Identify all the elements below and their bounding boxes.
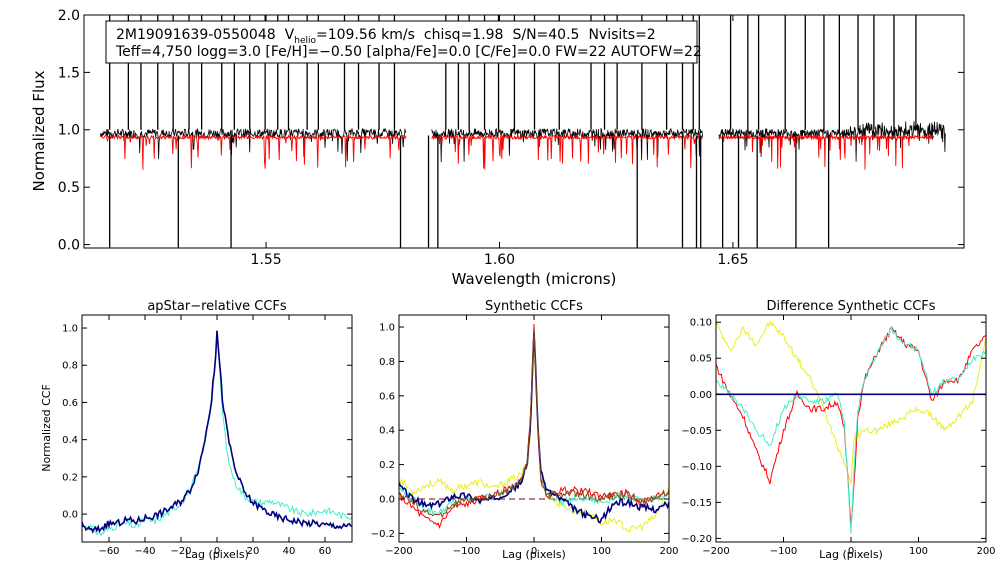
- y-tick-label: 0.10: [690, 318, 712, 329]
- y-tick-label: 0.6: [62, 398, 78, 409]
- x-tick-label: 0: [531, 546, 537, 557]
- apstar-ccf-panel: apStar−relative CCFs −60 −40 −20 0 20 40 60 0.0…: [40, 299, 353, 561]
- y-tick-label: 0.8: [379, 357, 395, 368]
- y-tick-label: 0.00: [690, 390, 712, 401]
- y-tick-label: 0.0: [379, 495, 395, 506]
- x-tick-label: −100: [453, 546, 480, 557]
- x-tick-label: 100: [592, 546, 611, 557]
- ccf-series-ccf-c: [399, 330, 669, 516]
- y-tick-label: 0.2: [62, 472, 78, 483]
- ccf-series-ccf-2: [82, 330, 352, 534]
- y-tick-label: 0.05: [690, 354, 712, 365]
- difference-ccf-ticks: −200 −100 0 100 200 −0.20 −0.15 −0.10 −0.05 0.00 0…: [681, 315, 996, 557]
- v-label: V: [285, 27, 295, 43]
- info-box: 2M19091639-0550048 Vhelio=109.56 km/s chis…: [105, 20, 702, 64]
- y-tick-label: 0.6: [379, 391, 395, 402]
- y-tick-label: 0.8: [62, 361, 78, 372]
- x-tick-label: 0: [214, 546, 220, 557]
- chisq-value: chisq=1.98: [424, 27, 504, 43]
- observed-spectrum-segment: [718, 121, 946, 162]
- difference-ccf-panel: Difference Synthetic CCFs −200 −100 0 100 20…: [681, 299, 995, 561]
- x-tick-label: 200: [976, 546, 995, 557]
- y-tick-label: 0.5: [58, 180, 80, 196]
- y-tick-label: 2.0: [58, 8, 80, 24]
- x-tick-label: −40: [134, 546, 155, 557]
- difference-ccf-title: Difference Synthetic CCFs: [766, 299, 935, 314]
- x-tick-label: 20: [247, 546, 260, 557]
- spectrum-ylabel: Normalized Flux: [30, 70, 48, 191]
- y-tick-label: 0.0: [58, 237, 80, 253]
- nvisits-value: Nvisits=2: [588, 27, 655, 43]
- ccf-series-ccf-1: [82, 333, 352, 537]
- x-tick-label: 0: [848, 546, 854, 557]
- ccf-series-diff-b: [716, 325, 986, 524]
- difference-ccf-xlabel: Lag (pixels): [819, 548, 883, 561]
- observed-spectrum-segment: [99, 127, 407, 162]
- x-tick-label: 1.60: [484, 252, 515, 268]
- y-tick-label: 0.2: [379, 460, 395, 471]
- x-tick-label: 1.55: [250, 252, 281, 268]
- spectrum-frame: [83, 14, 965, 249]
- x-tick-label: −200: [702, 546, 729, 557]
- x-tick-label: 200: [659, 546, 678, 557]
- y-tick-label: −0.2: [371, 529, 395, 540]
- snr-value: S/N=40.5: [512, 27, 579, 43]
- y-tick-label: 1.0: [379, 323, 395, 334]
- model-spectrum-segment: [718, 133, 935, 170]
- x-tick-label: 60: [319, 546, 332, 557]
- ccf-series-diff-c: [716, 325, 986, 534]
- synthetic-ccf-title: Synthetic CCFs: [485, 299, 583, 314]
- apstar-ccf-ylabel: Normalized CCF: [40, 384, 53, 472]
- y-tick-label: 0.4: [62, 435, 78, 446]
- y-tick-label: −0.05: [681, 426, 712, 437]
- spectrum-ticks: 1.55 1.60 1.65 0.0 0.5 1.0 1.5 2.0: [58, 8, 964, 268]
- apstar-ccf-plot-area: [82, 330, 352, 537]
- observed-spectrum-segment: [431, 127, 703, 163]
- x-tick-label: 40: [283, 546, 296, 557]
- ccf-series-diff-a: [716, 319, 986, 484]
- y-tick-label: −0.20: [681, 534, 712, 545]
- y-tick-label: 1.0: [62, 324, 78, 335]
- y-tick-label: −0.15: [681, 498, 712, 509]
- spectrum-panel: 1.55 1.60 1.65 0.0 0.5 1.0 1.5 2.0 Wavelength (…: [30, 8, 965, 288]
- info-line-1: 2M19091639-0550048 Vhelio=109.56 km/s chis…: [116, 27, 656, 46]
- synthetic-ccf-plot-area: [399, 323, 669, 533]
- apstar-ccf-title: apStar−relative CCFs: [147, 299, 287, 314]
- x-tick-label: −60: [98, 546, 119, 557]
- y-tick-label: 0.4: [379, 426, 395, 437]
- apstar-ccf-xlabel: Lag (pixels): [185, 548, 249, 561]
- info-line-2: Teff=4,750 logg=3.0 [Fe/H]=−0.50 [alpha/…: [115, 44, 702, 60]
- y-tick-label: 1.5: [58, 65, 80, 81]
- difference-ccf-plot-area: [716, 319, 986, 534]
- spectrum-xlabel: Wavelength (microns): [452, 270, 617, 288]
- model-spectrum-segment: [99, 133, 407, 170]
- y-tick-label: 0.0: [62, 510, 78, 521]
- v-helio-value: =109.56 km/s: [316, 27, 415, 43]
- synthetic-ccf-panel: Synthetic CCFs −200 −100 0 100 200 −0.2 0.0 0.2…: [371, 299, 679, 561]
- synthetic-ccf-xlabel: Lag (pixels): [502, 548, 566, 561]
- x-tick-label: −200: [385, 546, 412, 557]
- x-tick-label: −20: [170, 546, 191, 557]
- y-tick-label: −0.10: [681, 462, 712, 473]
- star-id: 2M19091639-0550048: [116, 27, 276, 43]
- v-subscript: helio: [294, 36, 316, 46]
- y-tick-label: 1.0: [58, 123, 80, 139]
- ccf-series-ccf-e: [399, 328, 669, 519]
- info-box-frame: [105, 20, 698, 64]
- model-spectrum-segment: [431, 134, 703, 170]
- apstar-ccf-ticks: −60 −40 −20 0 20 40 60 0.0 0.2 0.4 0.6 0.8 1.0: [62, 315, 352, 557]
- x-tick-label: 100: [909, 546, 928, 557]
- x-tick-label: −100: [770, 546, 797, 557]
- synthetic-ccf-ticks: −200 −100 0 100 200 −0.2 0.0 0.2 0.4 0.6 0.8 1.0: [371, 315, 679, 557]
- x-tick-label: 1.65: [717, 252, 748, 268]
- apstar-ccf-frame: [81, 314, 353, 543]
